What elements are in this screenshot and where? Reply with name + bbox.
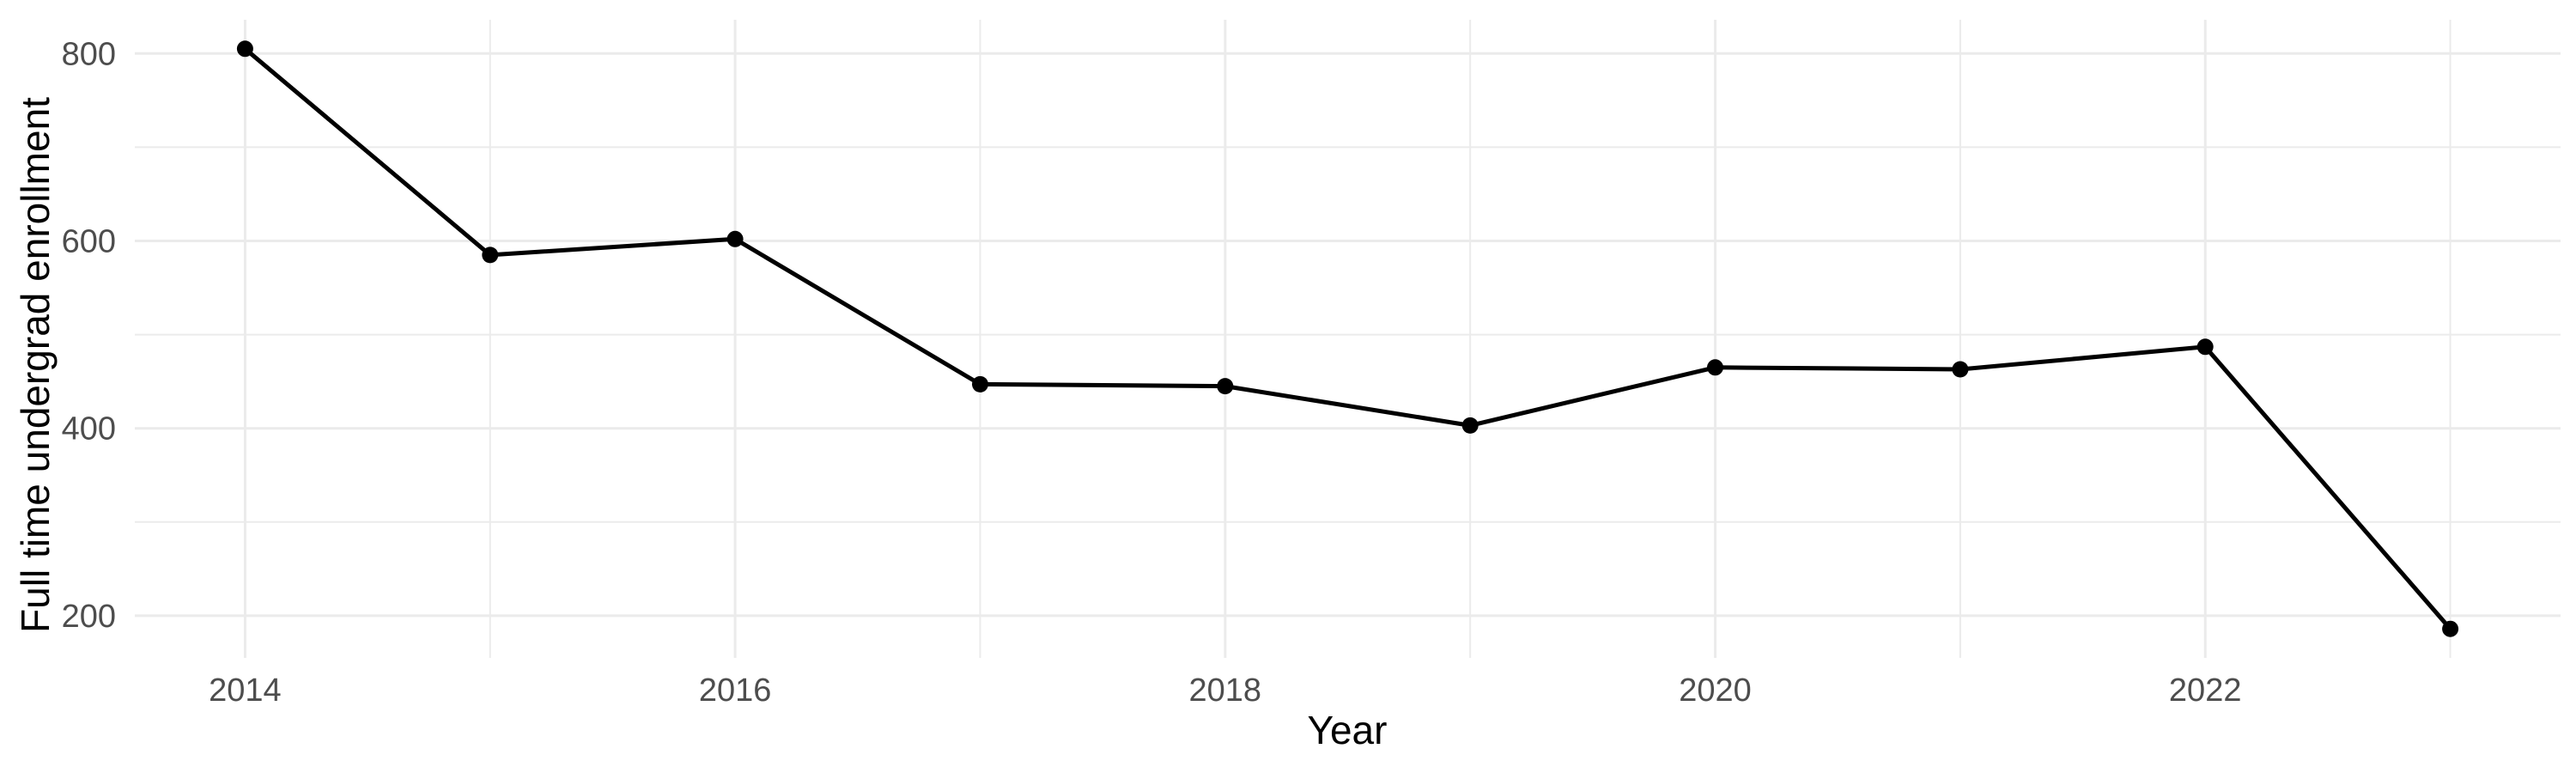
y-tick-label-400: 400 bbox=[62, 411, 116, 447]
data-series bbox=[236, 40, 2459, 637]
data-point-2015 bbox=[482, 247, 499, 264]
data-point-2018 bbox=[1217, 378, 1234, 395]
data-point-2017 bbox=[972, 375, 988, 393]
y-axis-title: Full time undergrad enrollment bbox=[13, 97, 58, 633]
x-tick-label-2016: 2016 bbox=[699, 673, 772, 709]
x-axis-title: Year bbox=[1308, 708, 1388, 752]
x-tick-label-2014: 2014 bbox=[209, 673, 282, 709]
y-tick-label-800: 800 bbox=[62, 36, 116, 72]
data-point-2020 bbox=[1707, 359, 1723, 376]
axis-tick-labels: 200 400 600 800 2014 2016 2018 2020 2022 bbox=[62, 36, 2242, 709]
x-tick-label-2022: 2022 bbox=[2169, 673, 2242, 709]
data-point-2014 bbox=[236, 40, 253, 58]
y-tick-label-600: 600 bbox=[62, 223, 116, 259]
x-tick-label-2020: 2020 bbox=[1679, 673, 1752, 709]
data-point-2021 bbox=[1952, 361, 1969, 378]
data-point-2023 bbox=[2442, 620, 2459, 637]
data-point-2019 bbox=[1461, 417, 1479, 434]
x-tick-label-2018: 2018 bbox=[1189, 673, 1262, 709]
data-point-2022 bbox=[2196, 338, 2214, 356]
gridlines-minor bbox=[135, 20, 2561, 658]
enrollment-trend-line bbox=[242, 46, 2453, 631]
data-point-2016 bbox=[726, 230, 744, 247]
y-tick-label-200: 200 bbox=[62, 599, 116, 635]
